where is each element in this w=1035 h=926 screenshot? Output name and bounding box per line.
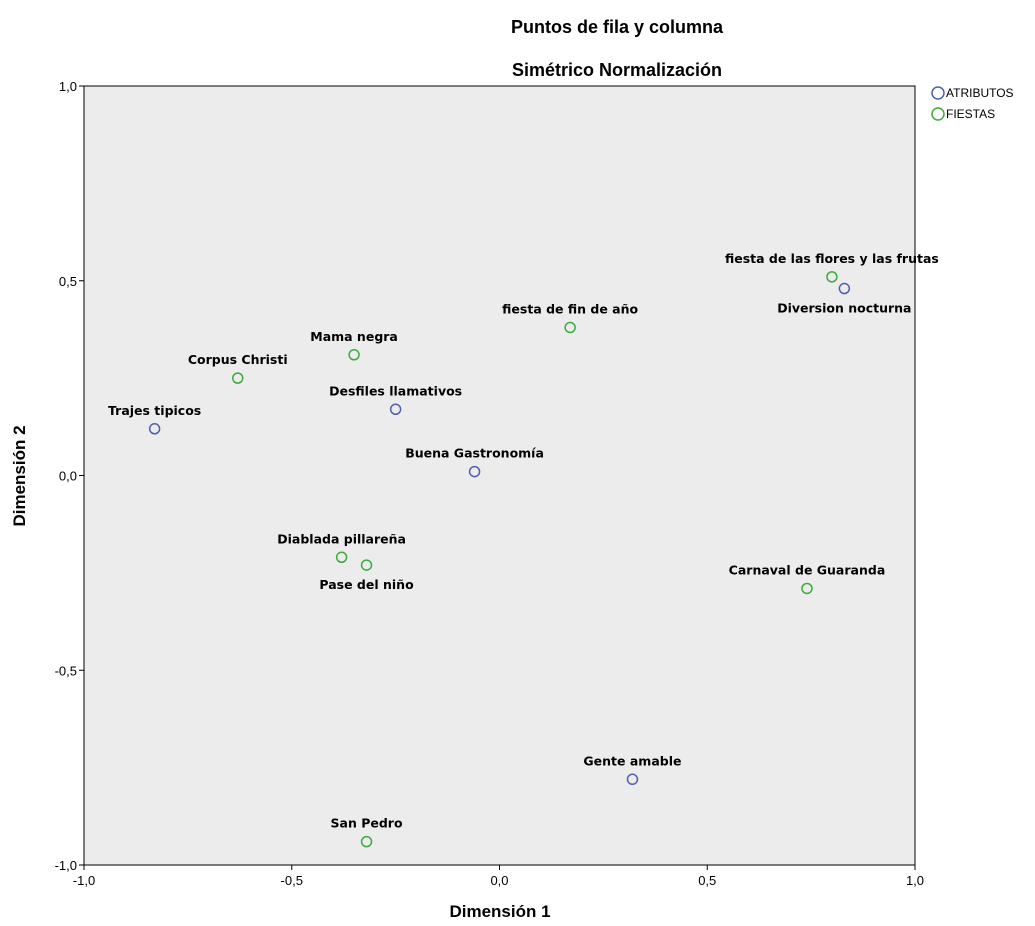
point-atributos	[468, 465, 481, 478]
x-tick-label: -0,5	[281, 873, 303, 888]
legend-label: ATRIBUTOS	[946, 86, 1014, 100]
legend-label: FIESTAS	[946, 107, 995, 121]
point-label: Corpus Christi	[188, 352, 288, 367]
legend-marker-fiestas	[931, 107, 945, 121]
plot-area	[83, 85, 916, 866]
y-tick-label: 1,0	[59, 79, 77, 94]
point-label: San Pedro	[331, 816, 403, 831]
legend: ATRIBUTOS FIESTAS	[931, 86, 1014, 121]
point-atributos	[626, 773, 639, 786]
point-label: Carnaval de Guaranda	[729, 562, 886, 577]
point-label: fiesta de fin de año	[502, 301, 638, 316]
point-label: Buena Gastronomía	[405, 446, 544, 461]
point-label: Mama negra	[310, 329, 398, 344]
x-tick-label: 1,0	[906, 873, 924, 888]
point-label: Diversion nocturna	[777, 301, 911, 316]
x-axis-label: Dimensión 1	[449, 902, 550, 921]
x-tick-label: 0,0	[490, 873, 508, 888]
axis-ticks: -1,0 -0,5 0,0 0,5 1,0 -1,0 -0,5 0,0 0,5 1,0	[55, 79, 924, 888]
point-label: Pase del niño	[319, 577, 414, 592]
point-fiestas	[826, 271, 838, 283]
point-fiestas	[348, 349, 360, 361]
x-tick-label: -1,0	[73, 873, 95, 888]
point-atributos	[838, 282, 851, 295]
point-fiestas	[231, 372, 244, 384]
point-atributos	[389, 403, 402, 416]
x-tick-label: 0,5	[698, 873, 716, 888]
point-fiestas	[360, 559, 373, 571]
point-fiestas	[335, 551, 348, 564]
point-label: Gente amable	[583, 753, 681, 768]
chart-title: Puntos de fila y columna	[511, 17, 724, 37]
y-tick-label: -1,0	[55, 858, 77, 873]
y-tick-label: 0,5	[59, 274, 77, 289]
y-tick-label: -0,5	[55, 663, 77, 678]
point-fiestas	[801, 582, 813, 595]
point-fiestas	[360, 835, 373, 848]
data-points: Trajes tipicos Desfiles llamativos Buena G…	[108, 251, 939, 848]
point-label: Trajes tipicos	[108, 403, 201, 418]
point-label: Diablada pillareña	[277, 531, 406, 546]
point-fiestas	[564, 321, 576, 334]
y-axis-label: Dimensión 2	[10, 425, 29, 526]
chart-subtitle: Simétrico Normalización	[512, 60, 722, 80]
y-tick-label: 0,0	[59, 469, 77, 484]
point-label: Desfiles llamativos	[329, 383, 462, 398]
legend-marker-atributos	[931, 86, 945, 100]
point-label: fiesta de las flores y las frutas	[725, 251, 939, 266]
point-atributos	[148, 423, 161, 435]
